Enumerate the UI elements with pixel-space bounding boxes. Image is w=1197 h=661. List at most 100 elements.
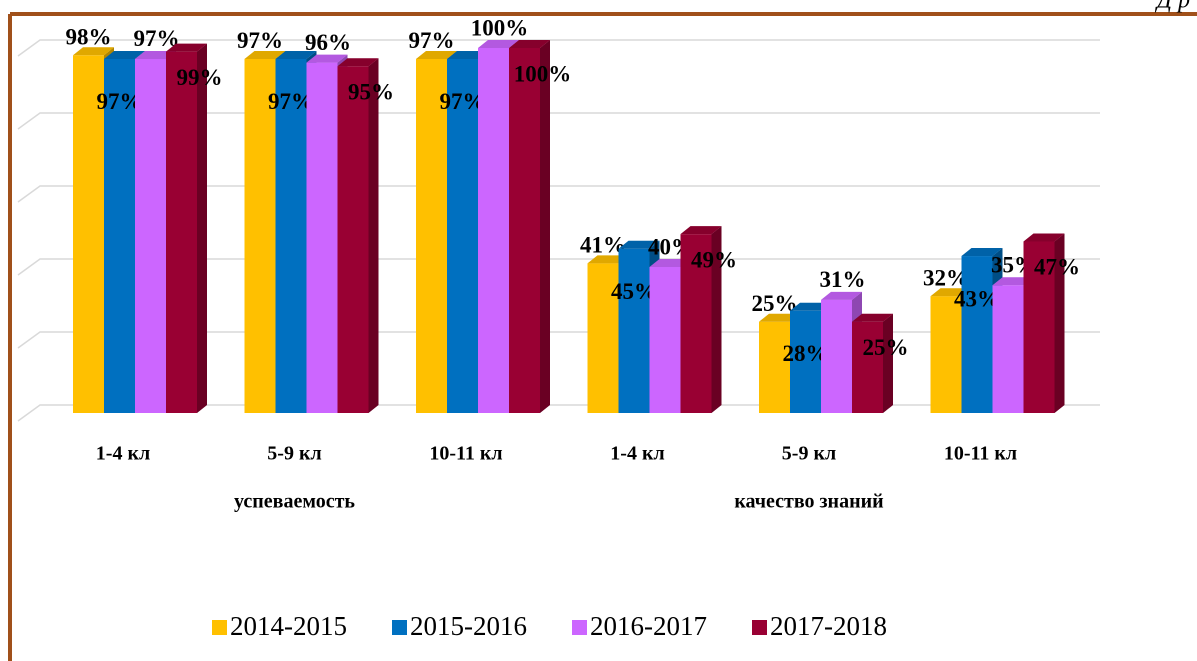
group-label: успеваемость <box>234 491 355 513</box>
bar-side-shade <box>883 313 893 413</box>
grid-line <box>17 112 1100 130</box>
bar-front <box>244 58 276 413</box>
bar-top-shade <box>930 288 972 297</box>
bar-top-shade <box>73 47 114 56</box>
x-tick-label: 10-11 кл <box>429 443 502 465</box>
bar-top-shade <box>275 50 317 59</box>
value-label: 95% <box>348 80 394 105</box>
value-label: 100% <box>471 15 529 40</box>
value-label: 45% <box>611 279 657 304</box>
bar-top-shade <box>852 313 893 322</box>
value-label: 32% <box>923 265 969 290</box>
bar-front <box>961 256 993 413</box>
bar-top <box>930 288 972 297</box>
value-label: 28% <box>783 341 829 366</box>
bar-front <box>337 66 369 413</box>
bar-top-shade <box>104 50 145 59</box>
bar-front <box>852 321 883 413</box>
bar-top <box>790 302 831 311</box>
bar-front <box>649 267 681 413</box>
value-label: 25% <box>752 291 798 316</box>
bar-top <box>306 54 348 63</box>
bar-front <box>759 321 790 413</box>
bar-side-shade <box>1054 233 1065 413</box>
x-tick-label: 1-4 кл <box>96 443 150 465</box>
x-tick-label: 10-11 кл <box>944 443 1017 465</box>
bar-front <box>447 58 478 413</box>
bar-top-shade <box>416 50 457 59</box>
value-label: 41% <box>580 233 626 258</box>
bar-top <box>821 291 862 300</box>
bar-front <box>73 55 104 414</box>
bar-top <box>244 50 286 59</box>
legend-label: 2017-2018 <box>770 611 887 641</box>
legend-swatch <box>752 620 767 635</box>
bar-top-shade <box>680 226 722 235</box>
bar-top-shade <box>478 40 519 48</box>
value-label: 31% <box>820 267 866 292</box>
bar-front <box>790 310 821 413</box>
bar-top-shade <box>244 50 286 59</box>
bar-front <box>992 285 1024 413</box>
grid-line <box>17 404 1100 422</box>
bar-front <box>104 58 135 413</box>
value-label: 99% <box>177 65 223 90</box>
value-label: 98% <box>66 25 112 50</box>
bar-front <box>306 62 338 413</box>
bar-top <box>509 40 550 48</box>
value-label: 47% <box>1034 255 1080 280</box>
bar <box>337 58 379 413</box>
legend-label: 2014-2015 <box>230 611 347 641</box>
bar-top <box>759 313 800 322</box>
bar-top <box>73 47 114 56</box>
bar-side <box>883 313 893 413</box>
bar-side-shade <box>368 58 379 413</box>
legend-swatch <box>572 620 587 635</box>
grid-line <box>17 39 1100 57</box>
bar-front <box>509 48 540 413</box>
bar-top-shade <box>166 43 207 52</box>
value-label: 43% <box>954 286 1000 311</box>
bar-top-shade <box>135 50 176 59</box>
bar-top <box>166 43 207 52</box>
value-label: 25% <box>863 335 909 360</box>
value-label: 96% <box>305 30 351 55</box>
caption: Д р <box>1155 0 1190 14</box>
bar-top <box>961 248 1003 257</box>
bar <box>166 43 207 414</box>
bar-top-shade <box>821 291 862 300</box>
bar-front <box>618 248 650 413</box>
bar-top <box>104 50 145 59</box>
bar-side-shade <box>540 40 550 413</box>
bar-front <box>135 58 166 413</box>
bar <box>680 226 722 413</box>
value-label: 97% <box>268 89 314 114</box>
bar <box>852 313 893 413</box>
legend-swatch <box>392 620 407 635</box>
bar-top-shade <box>992 277 1034 286</box>
bar-top-shade <box>337 58 379 67</box>
x-tick-label: 5-9 кл <box>267 443 321 465</box>
bar-top <box>478 40 519 48</box>
bar-top-shade <box>509 40 550 48</box>
bar-top-shade <box>587 255 629 264</box>
bar-side-shade <box>197 43 207 414</box>
bar-top-shade <box>306 54 348 63</box>
group-label: качество знаний <box>734 491 883 513</box>
grid-line <box>17 258 1100 276</box>
bar-top-shade <box>618 240 660 249</box>
legend-label: 2016-2017 <box>590 611 707 641</box>
bar-top-shade <box>790 302 831 311</box>
value-label: 97% <box>97 89 143 114</box>
bar-side <box>368 58 379 413</box>
bar-front <box>275 58 307 413</box>
bar-side <box>711 226 722 413</box>
bar-top-shade <box>447 50 488 59</box>
bar-side <box>1054 233 1065 413</box>
bar-front <box>821 299 852 413</box>
legend-swatch <box>212 620 227 635</box>
bar-top <box>275 50 317 59</box>
bar-side <box>197 43 207 414</box>
bar-top-shade <box>1023 233 1065 242</box>
